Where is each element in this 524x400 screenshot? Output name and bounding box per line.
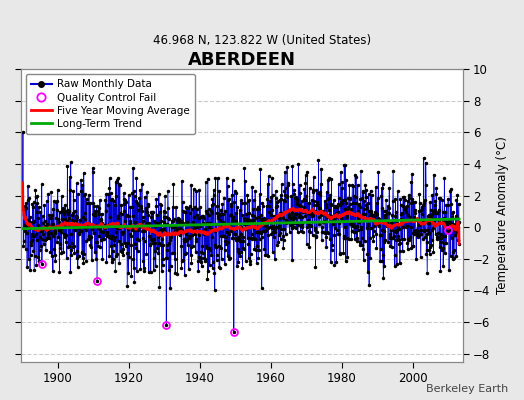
Text: Berkeley Earth: Berkeley Earth xyxy=(426,384,508,394)
Text: 46.968 N, 123.822 W (United States): 46.968 N, 123.822 W (United States) xyxy=(153,34,371,47)
Title: ABERDEEN: ABERDEEN xyxy=(188,51,296,69)
Y-axis label: Temperature Anomaly (°C): Temperature Anomaly (°C) xyxy=(496,136,509,294)
Legend: Raw Monthly Data, Quality Control Fail, Five Year Moving Average, Long-Term Tren: Raw Monthly Data, Quality Control Fail, … xyxy=(26,74,195,134)
